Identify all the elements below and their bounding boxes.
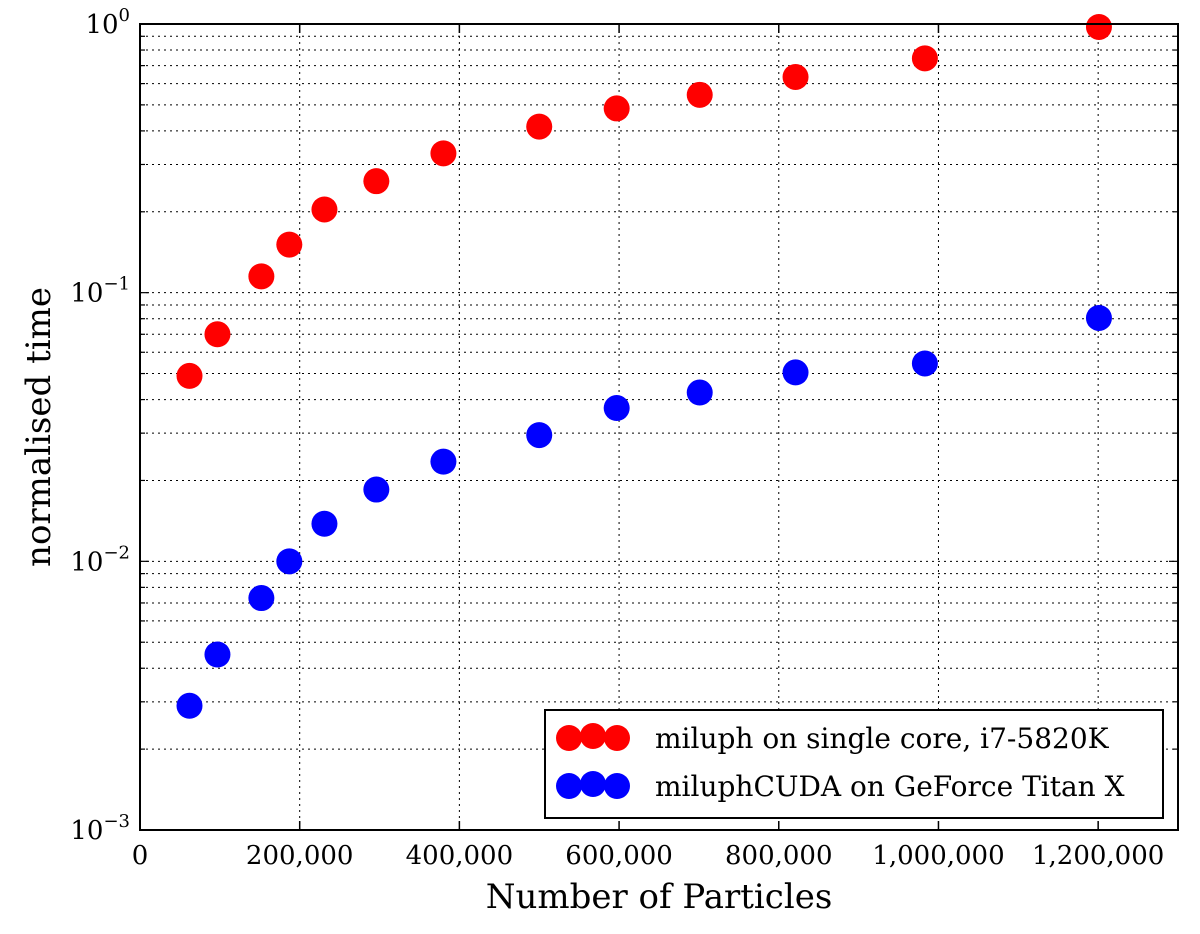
data-points bbox=[176, 13, 1112, 719]
legend-marker bbox=[556, 725, 582, 751]
axis-ticks: 0 200,000 400,000 600,000 800,000 1,000,000 1,… bbox=[70, 5, 1178, 871]
legend-marker bbox=[604, 725, 630, 751]
x-tick-label: 800,000 bbox=[725, 841, 833, 871]
legend-label: miluph on single core, i7-5820K bbox=[655, 722, 1110, 755]
legend-marker bbox=[580, 723, 606, 749]
series-1-point bbox=[204, 641, 231, 668]
series-0-point bbox=[782, 63, 809, 90]
x-axis-title: Number of Particles bbox=[486, 877, 833, 917]
plot-frame bbox=[139, 23, 1179, 831]
series-0-point bbox=[430, 140, 457, 167]
y-tick-exponent: −2 bbox=[103, 542, 130, 563]
y-tick-exponent: 0 bbox=[119, 5, 130, 26]
y-tick-base: 10 bbox=[70, 279, 103, 309]
series-0-point bbox=[276, 231, 303, 258]
legend-marker bbox=[604, 773, 630, 799]
y-tick-base: 10 bbox=[85, 10, 118, 40]
x-tick-label: 1,000,000 bbox=[872, 841, 1004, 871]
series-1-point bbox=[248, 585, 275, 612]
legend: miluph on single core, i7-5820K miluphCUD… bbox=[544, 709, 1164, 819]
series-0-point bbox=[311, 196, 338, 223]
series-1-point bbox=[603, 395, 630, 422]
series-1-point bbox=[176, 692, 203, 719]
series-0-point bbox=[911, 45, 938, 72]
y-tick-base: 10 bbox=[70, 816, 103, 846]
series-0-point bbox=[204, 321, 231, 348]
series-1-point bbox=[430, 448, 457, 475]
legend-box bbox=[544, 709, 1164, 819]
y-tick-base: 10 bbox=[70, 547, 103, 577]
y-tick-exponent: −3 bbox=[103, 811, 130, 832]
y-tick-label: 100 bbox=[85, 5, 130, 40]
series-1-point bbox=[276, 548, 303, 575]
series-1-point bbox=[526, 422, 553, 449]
series-1-point bbox=[363, 476, 390, 503]
x-tick-label: 400,000 bbox=[406, 841, 514, 871]
x-tick-label: 1,200,000 bbox=[1032, 841, 1164, 871]
series-1-point bbox=[311, 510, 338, 537]
series-1-point bbox=[1085, 304, 1112, 331]
x-tick-label: 200,000 bbox=[246, 841, 354, 871]
y-tick-exponent: −1 bbox=[103, 274, 130, 295]
series-1-point bbox=[911, 350, 938, 377]
series-1-point bbox=[782, 359, 809, 386]
y-axis-title: normalised time bbox=[19, 287, 59, 567]
x-tick-label: 600,000 bbox=[565, 841, 673, 871]
y-tick-label: 10−3 bbox=[70, 811, 130, 846]
x-tick-label: 0 bbox=[132, 841, 149, 871]
series-0-point bbox=[248, 263, 275, 290]
series-0-point bbox=[176, 362, 203, 389]
series-0-point bbox=[363, 168, 390, 195]
series-0-point bbox=[1085, 13, 1112, 40]
series-0-point bbox=[526, 113, 553, 140]
legend-marker bbox=[580, 771, 606, 797]
series-0-point bbox=[686, 81, 713, 108]
series-1-point bbox=[686, 379, 713, 406]
y-tick-label: 10−2 bbox=[70, 542, 130, 577]
series-0-point bbox=[603, 95, 630, 122]
legend-label: miluphCUDA on GeForce Titan X bbox=[655, 770, 1125, 803]
y-tick-label: 10−1 bbox=[70, 274, 130, 309]
legend-marker bbox=[556, 773, 582, 799]
